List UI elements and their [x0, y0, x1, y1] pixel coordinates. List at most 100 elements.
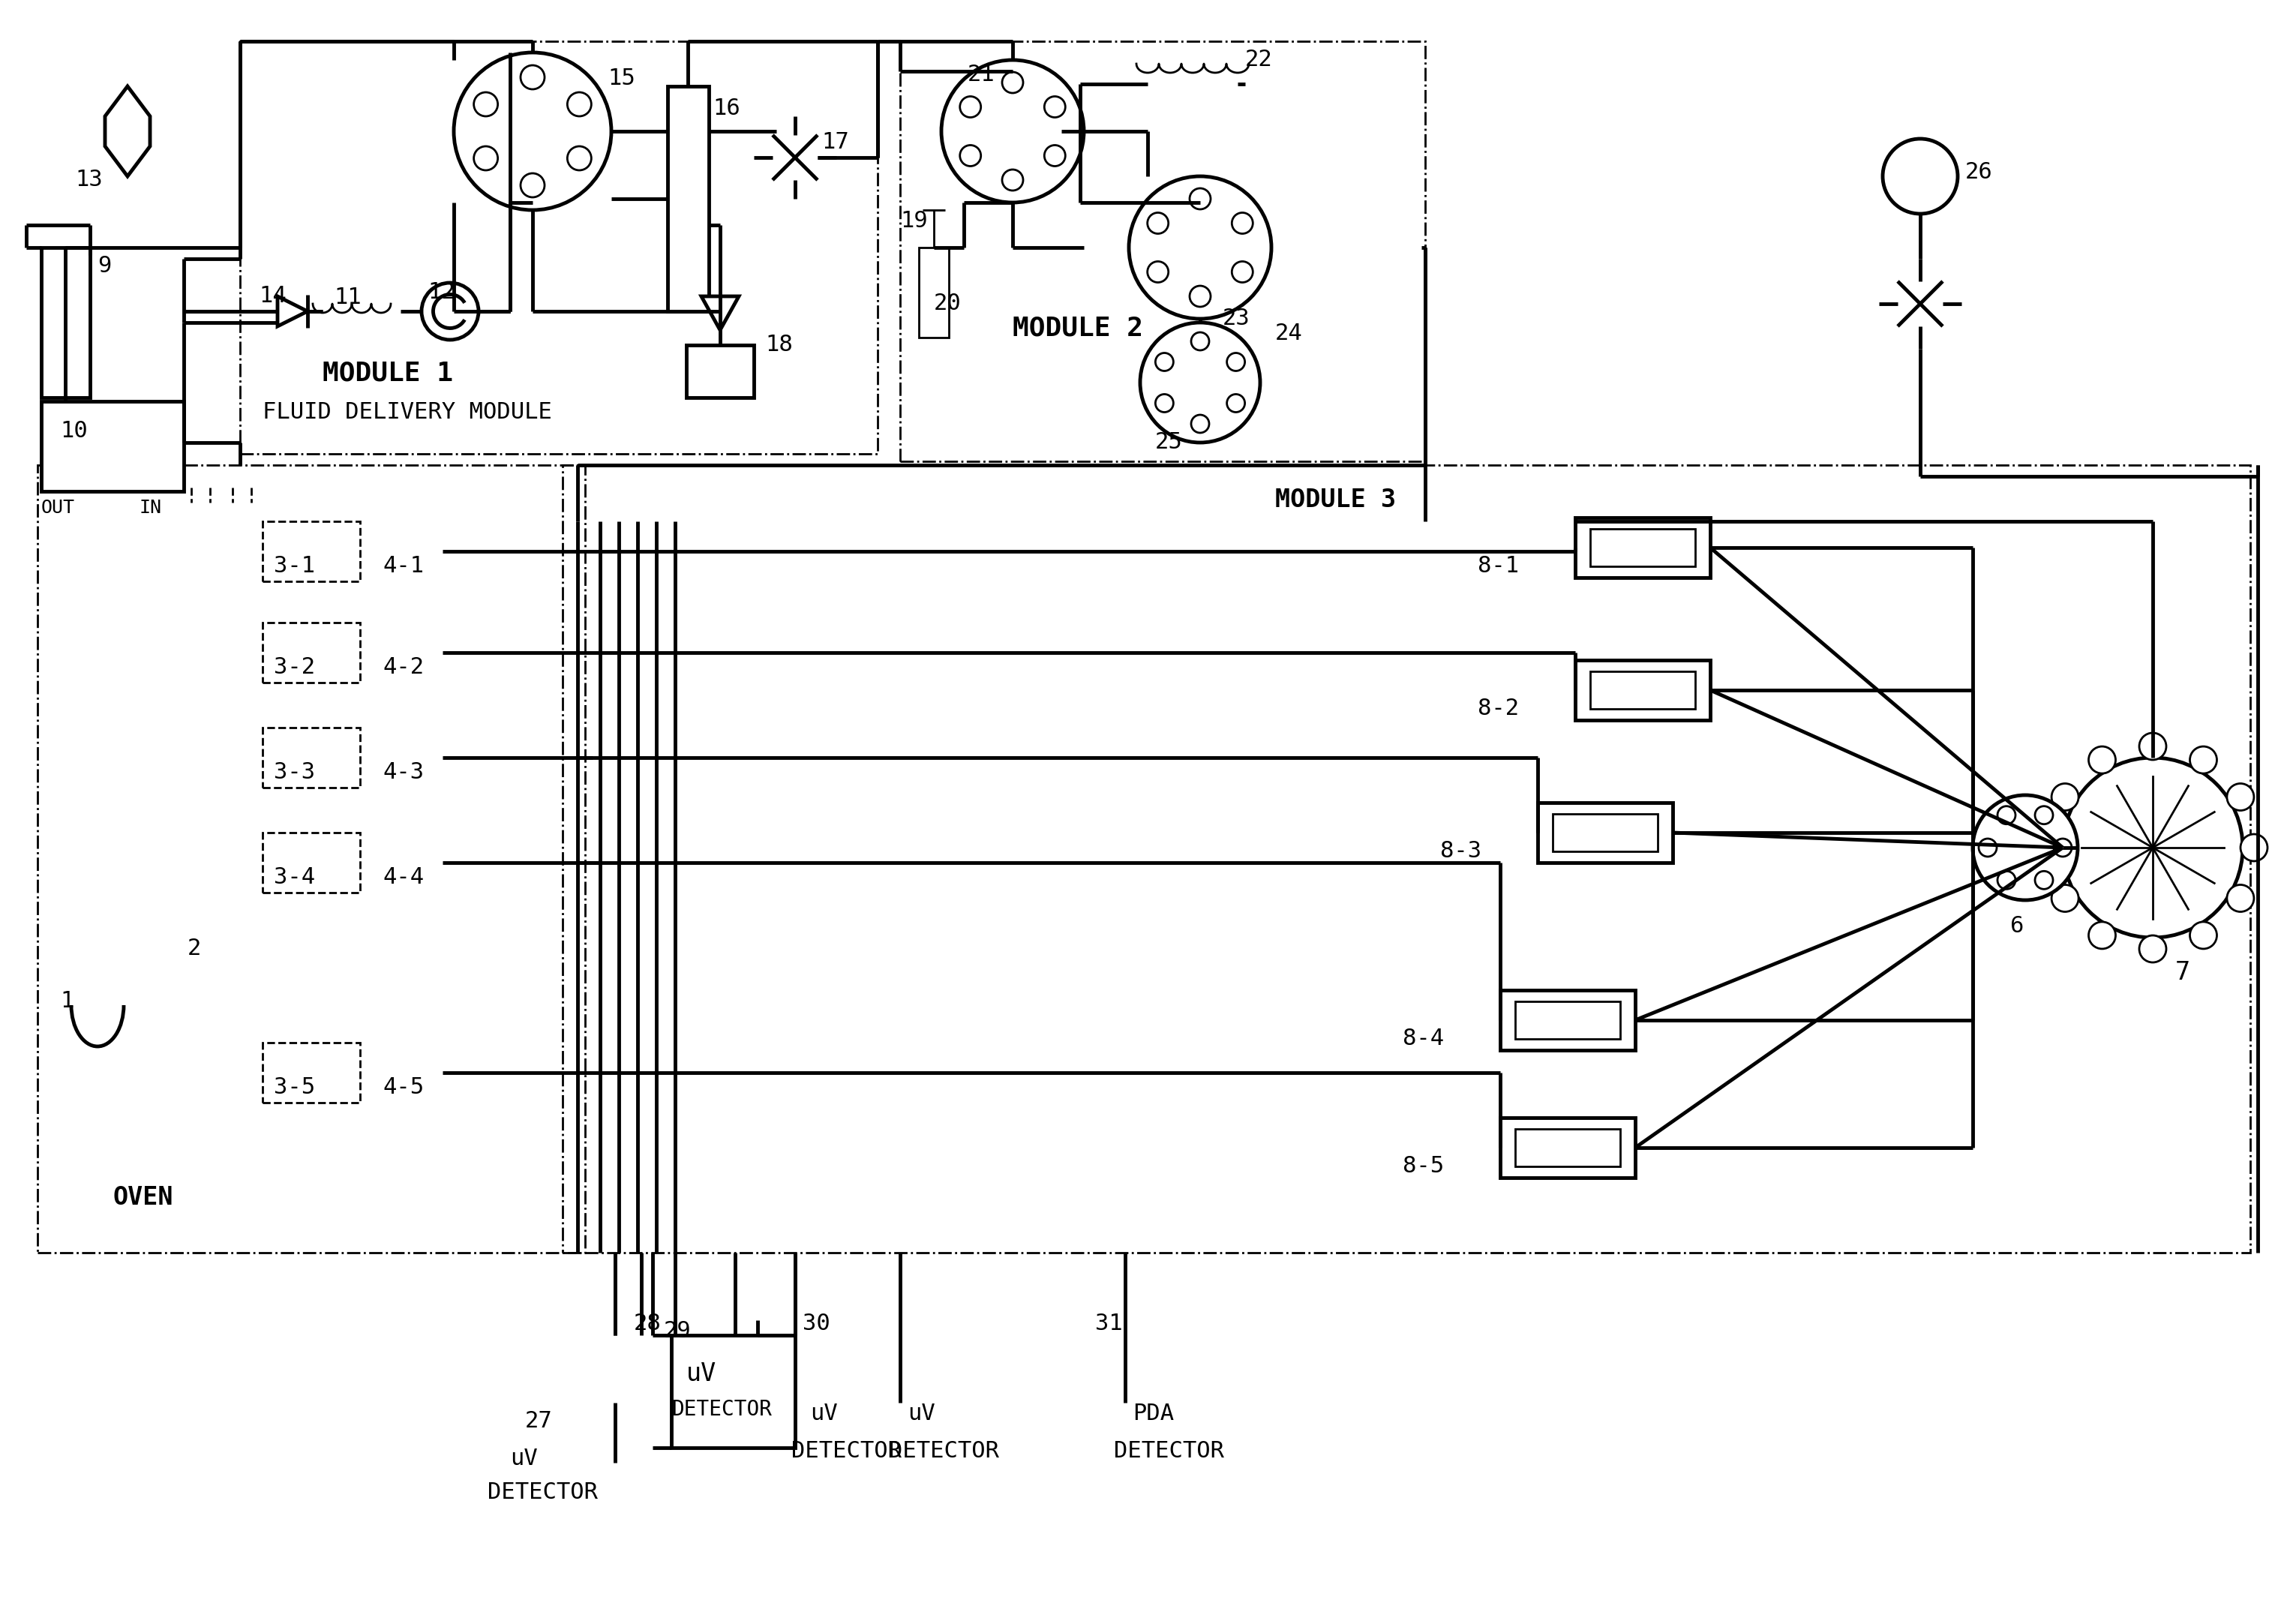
- Polygon shape: [278, 296, 308, 326]
- Circle shape: [2140, 936, 2165, 963]
- Bar: [668, 86, 709, 312]
- Circle shape: [1192, 333, 1210, 350]
- Bar: [1575, 517, 1711, 578]
- Circle shape: [455, 53, 611, 210]
- Text: MODULE 1: MODULE 1: [321, 360, 452, 386]
- Text: uV: uV: [510, 1448, 537, 1469]
- Bar: [1499, 990, 1635, 1050]
- Text: DETECTOR: DETECTOR: [1114, 1440, 1224, 1462]
- Circle shape: [2089, 747, 2115, 773]
- Bar: [1591, 672, 1694, 709]
- Circle shape: [2241, 834, 2268, 861]
- Bar: [262, 728, 360, 787]
- Text: PDA: PDA: [1132, 1403, 1173, 1424]
- Text: 8-5: 8-5: [1403, 1155, 1444, 1178]
- Circle shape: [1226, 394, 1244, 413]
- Circle shape: [1998, 806, 2016, 824]
- Circle shape: [2034, 870, 2053, 890]
- Circle shape: [1883, 139, 1958, 214]
- Text: uV: uV: [687, 1362, 716, 1386]
- Text: DETECTOR: DETECTOR: [889, 1440, 999, 1462]
- Bar: [262, 522, 360, 581]
- Text: 4-1: 4-1: [383, 555, 425, 578]
- Polygon shape: [700, 296, 739, 330]
- Text: uV: uV: [907, 1403, 934, 1424]
- Circle shape: [1233, 261, 1254, 283]
- Text: 4-3: 4-3: [383, 762, 425, 782]
- Circle shape: [1045, 96, 1065, 117]
- Circle shape: [473, 146, 498, 170]
- Bar: [1538, 803, 1674, 862]
- Text: 22: 22: [1244, 48, 1272, 70]
- Text: 10: 10: [60, 421, 87, 442]
- Text: 3-1: 3-1: [273, 555, 315, 578]
- Text: 30: 30: [804, 1312, 831, 1334]
- Circle shape: [941, 61, 1084, 203]
- Bar: [1499, 1118, 1635, 1178]
- Circle shape: [422, 283, 478, 339]
- Bar: [41, 402, 184, 491]
- Bar: [262, 622, 360, 683]
- Bar: [262, 832, 360, 893]
- Text: 19: 19: [900, 210, 928, 232]
- Text: 16: 16: [712, 98, 739, 120]
- Text: 2: 2: [188, 938, 202, 960]
- Polygon shape: [106, 86, 149, 176]
- Bar: [241, 42, 877, 454]
- Text: 3-5: 3-5: [273, 1077, 315, 1098]
- Text: 12: 12: [427, 282, 455, 302]
- Text: uV: uV: [810, 1403, 838, 1424]
- Circle shape: [1141, 323, 1261, 443]
- Text: 20: 20: [934, 293, 962, 314]
- Text: 18: 18: [765, 334, 792, 355]
- Circle shape: [1155, 394, 1173, 413]
- Text: 8-4: 8-4: [1403, 1027, 1444, 1050]
- Bar: [37, 466, 585, 1253]
- Text: MODULE 2: MODULE 2: [1013, 315, 1143, 341]
- Text: 4-4: 4-4: [383, 866, 425, 888]
- Text: 3-3: 3-3: [273, 762, 315, 782]
- Bar: [900, 42, 1426, 461]
- Circle shape: [473, 93, 498, 117]
- Circle shape: [521, 66, 544, 90]
- Text: 28: 28: [634, 1312, 661, 1334]
- Text: 8-3: 8-3: [1440, 840, 1481, 862]
- Bar: [563, 466, 2250, 1253]
- Circle shape: [2053, 885, 2078, 912]
- Text: FLUID DELIVERY MODULE: FLUID DELIVERY MODULE: [262, 402, 551, 422]
- Text: 7: 7: [2174, 960, 2190, 986]
- Text: 26: 26: [1965, 162, 1993, 182]
- Text: 31: 31: [1095, 1312, 1123, 1334]
- Text: 4-2: 4-2: [383, 656, 425, 678]
- Circle shape: [1148, 213, 1169, 234]
- Text: DETECTOR: DETECTOR: [792, 1440, 902, 1462]
- Circle shape: [2190, 747, 2218, 773]
- Bar: [1591, 530, 1694, 566]
- Circle shape: [1155, 354, 1173, 371]
- Text: DETECTOR: DETECTOR: [670, 1398, 771, 1419]
- Circle shape: [960, 96, 980, 117]
- Bar: [262, 1043, 360, 1102]
- Text: 27: 27: [526, 1410, 553, 1432]
- Circle shape: [2140, 733, 2165, 760]
- Text: 25: 25: [1155, 432, 1182, 453]
- Circle shape: [2039, 834, 2064, 861]
- Text: MODULE 3: MODULE 3: [1274, 488, 1396, 512]
- Text: 13: 13: [76, 168, 103, 190]
- Text: 9: 9: [96, 254, 110, 277]
- Text: 4-5: 4-5: [383, 1077, 425, 1098]
- Circle shape: [1189, 286, 1210, 307]
- Bar: [41, 248, 90, 397]
- Bar: [1515, 1130, 1621, 1166]
- Circle shape: [1045, 146, 1065, 166]
- Circle shape: [1189, 189, 1210, 210]
- Circle shape: [567, 93, 592, 117]
- Circle shape: [2053, 784, 2078, 811]
- Text: 24: 24: [1274, 323, 1302, 344]
- Bar: [918, 248, 948, 338]
- Circle shape: [2190, 922, 2218, 949]
- Text: 11: 11: [333, 286, 360, 309]
- Circle shape: [1148, 261, 1169, 283]
- Circle shape: [567, 146, 592, 170]
- Circle shape: [2227, 885, 2255, 912]
